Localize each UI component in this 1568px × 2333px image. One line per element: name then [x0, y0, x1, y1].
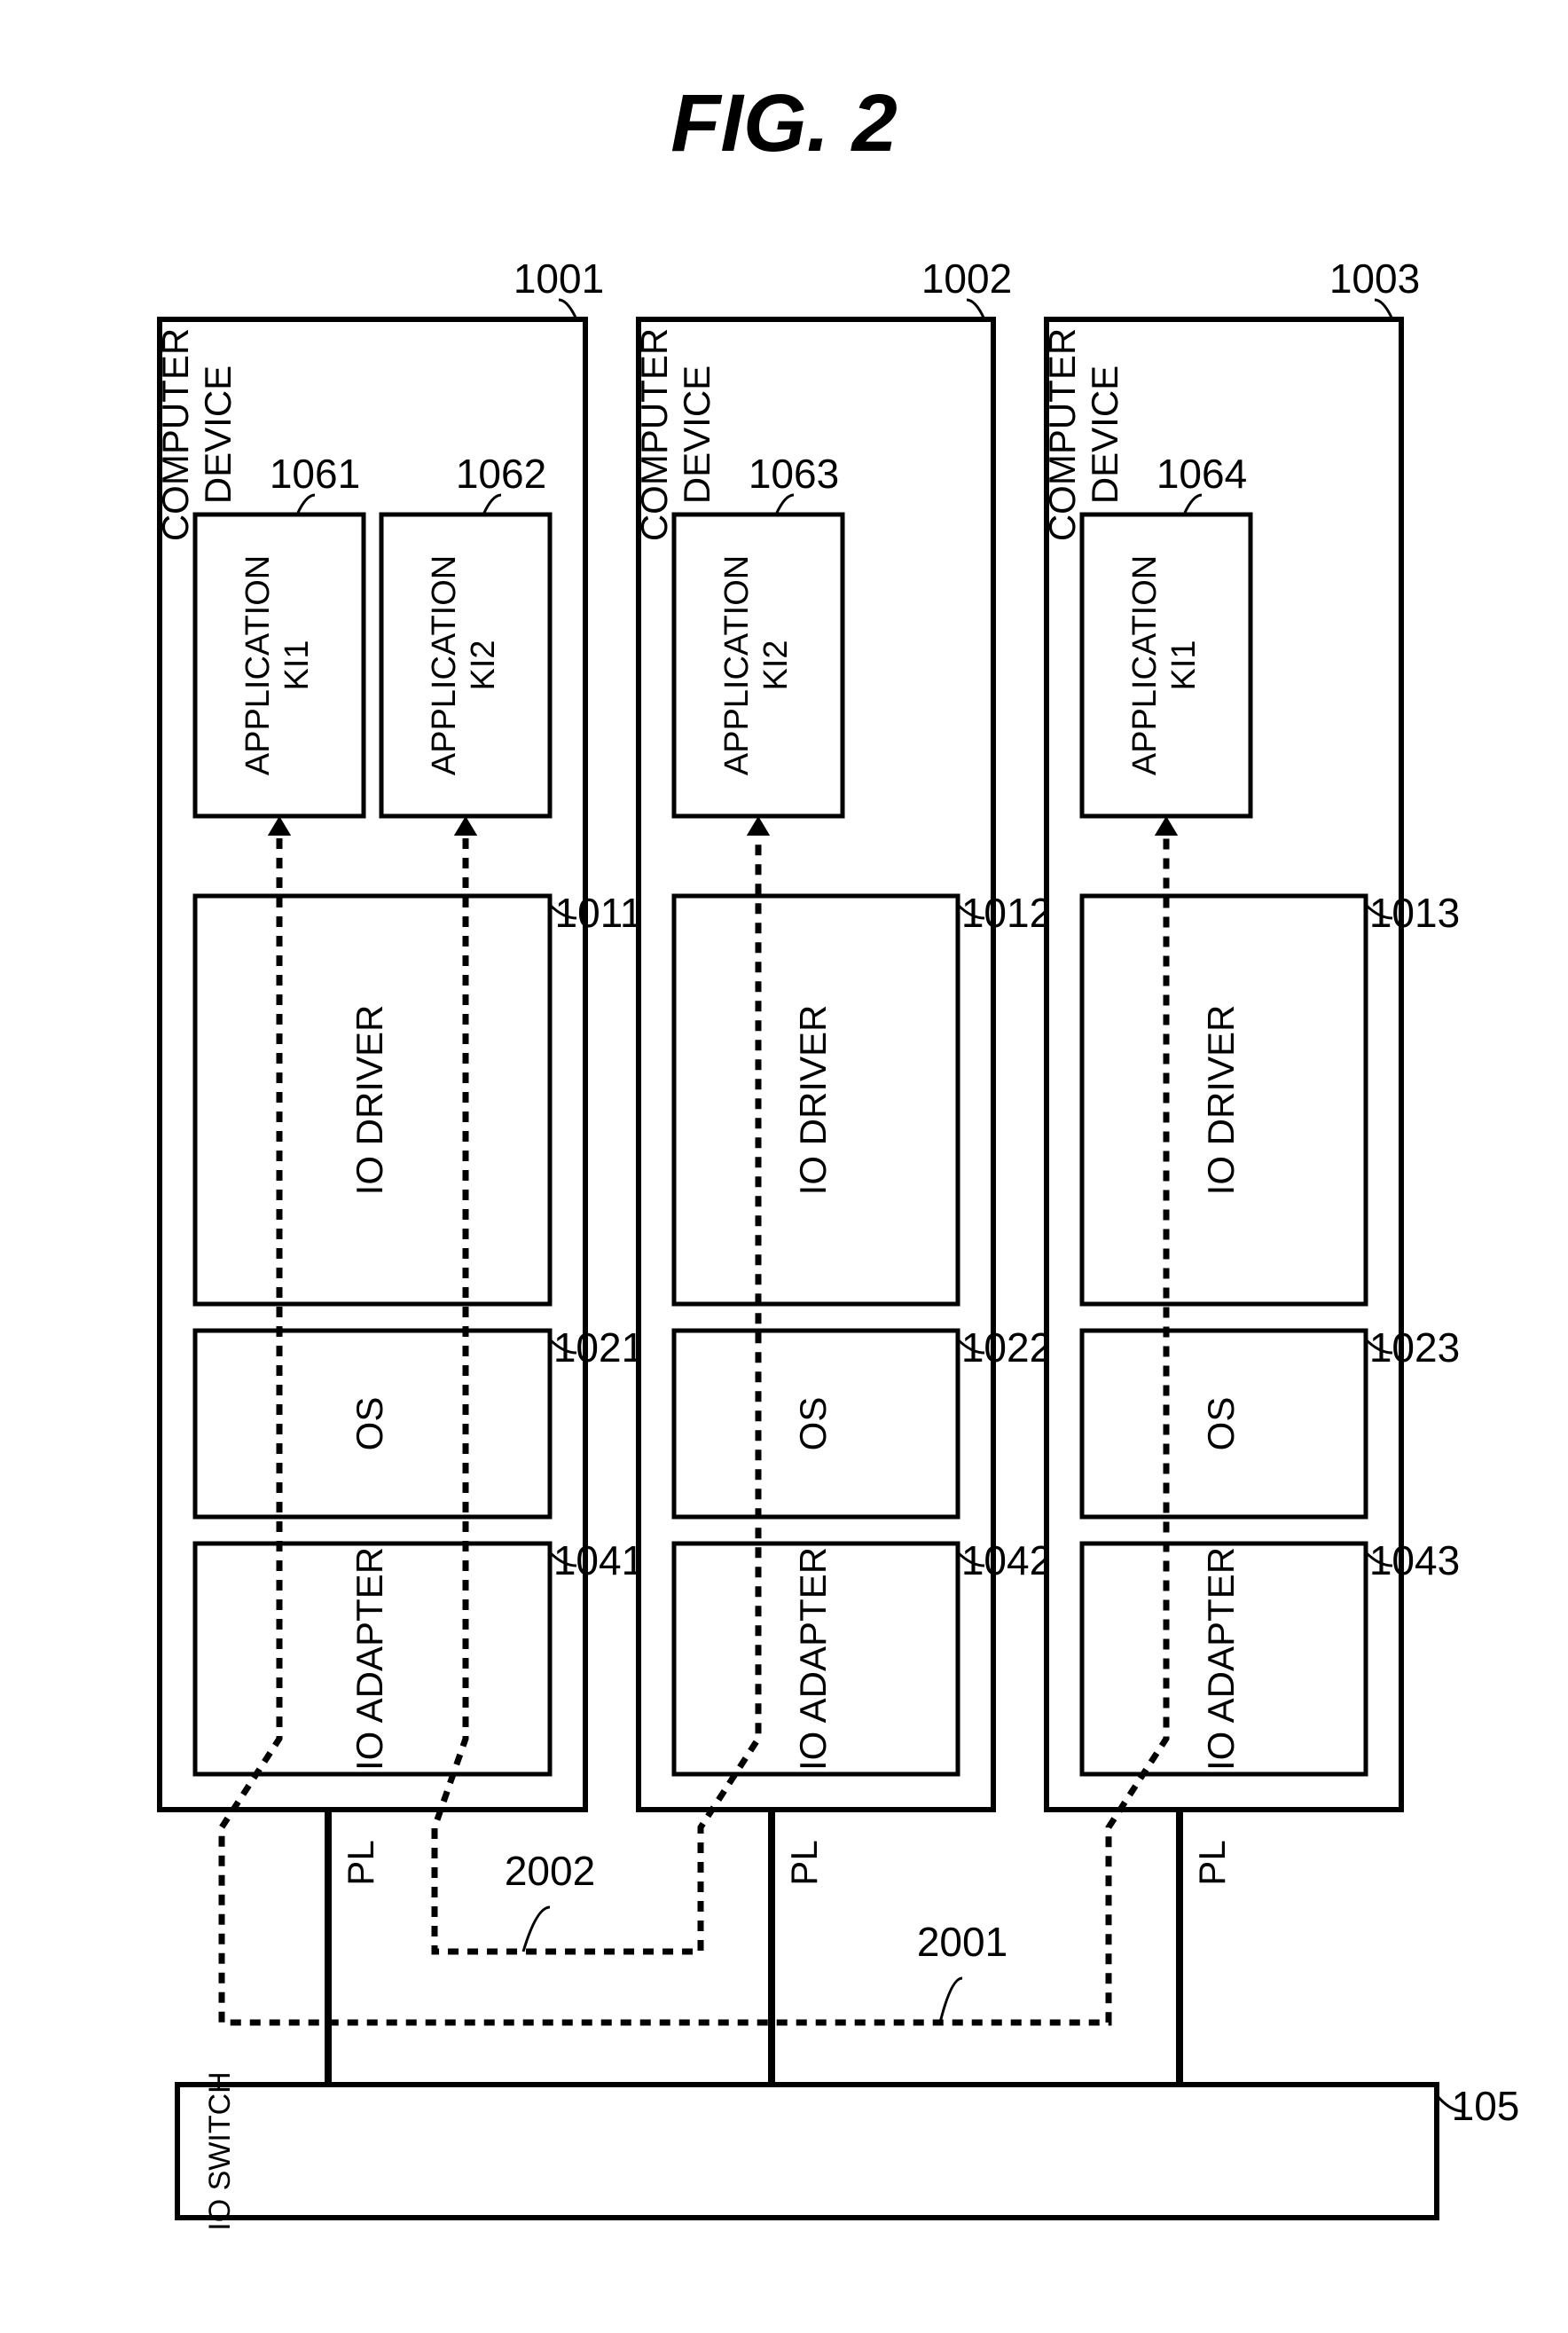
svg-text:PL: PL: [1191, 1840, 1233, 1885]
svg-text:IO DRIVER: IO DRIVER: [1200, 1005, 1242, 1196]
svg-text:OS: OS: [792, 1397, 834, 1451]
dev2-io-adapter-ref: 1042: [961, 1537, 1052, 1583]
app2-ref: 1062: [456, 451, 546, 497]
dev2-io-driver-label: IO DRIVER: [792, 1005, 834, 1196]
io-switch-label: IO SWITCH: [203, 2071, 237, 2230]
dev1-io-adapter-ref: 1041: [553, 1537, 644, 1583]
dev2-os-ref: 1022: [961, 1324, 1052, 1371]
path2001-ref: 2001: [917, 1919, 1007, 1965]
dev2-ref: 1002: [921, 255, 1012, 302]
svg-text:OS: OS: [349, 1397, 390, 1451]
svg-text:PL: PL: [340, 1840, 381, 1885]
dev1-pl-label: PL: [340, 1840, 381, 1885]
dev3-pl-label: PL: [1191, 1840, 1233, 1885]
figure-diagram: FIG. 2COMPUTERDEVICE1001APPLICATIONKI110…: [0, 0, 1568, 2333]
dev3-os-ref: 1023: [1369, 1324, 1460, 1371]
svg-text:IO ADAPTER: IO ADAPTER: [792, 1547, 834, 1771]
dev3-io-adapter-label: IO ADAPTER: [1200, 1547, 1242, 1771]
svg-text:IO DRIVER: IO DRIVER: [349, 1005, 390, 1196]
dev3-io-driver-ref: 1013: [1369, 890, 1460, 936]
path2001-ref-leader: [940, 1978, 962, 2023]
svg-text:IO SWITCH: IO SWITCH: [203, 2071, 237, 2230]
svg-text:OS: OS: [1200, 1397, 1242, 1451]
io-switch-box: [177, 2085, 1437, 2218]
svg-text:IO ADAPTER: IO ADAPTER: [1200, 1547, 1242, 1771]
dev1-io-driver-ref: 1011: [555, 890, 643, 936]
dev2-ref-leader: [967, 300, 984, 319]
dev2-io-driver-ref: 1012: [961, 890, 1052, 936]
dev2-pl-label: PL: [783, 1840, 825, 1885]
path2002-ref-leader: [523, 1907, 550, 1952]
path2002-ref: 2002: [505, 1848, 595, 1894]
svg-text:IO ADAPTER: IO ADAPTER: [349, 1547, 390, 1771]
app1-ref: 1061: [270, 451, 360, 497]
dev1-io-adapter-label: IO ADAPTER: [349, 1547, 390, 1771]
dev2-os-label: OS: [792, 1397, 834, 1451]
dev1-ref: 1001: [514, 255, 604, 302]
svg-text:PL: PL: [783, 1840, 825, 1885]
io-switch-ref: 105: [1452, 2083, 1520, 2129]
app3-ref: 1063: [749, 451, 839, 497]
dev3-io-adapter-ref: 1043: [1369, 1537, 1460, 1583]
dev2-io-adapter-label: IO ADAPTER: [792, 1547, 834, 1771]
dev3-os-label: OS: [1200, 1397, 1242, 1451]
dev3-ref: 1003: [1329, 255, 1420, 302]
dev1-io-driver-label: IO DRIVER: [349, 1005, 390, 1196]
dev1-os-label: OS: [349, 1397, 390, 1451]
dev3-ref-leader: [1375, 300, 1392, 319]
svg-text:IO DRIVER: IO DRIVER: [792, 1005, 834, 1196]
figure-title: FIG. 2: [670, 78, 898, 169]
dev1-ref-leader: [559, 300, 576, 319]
dev1-os-ref: 1021: [553, 1324, 644, 1371]
app4-ref: 1064: [1156, 451, 1247, 497]
dev3-io-driver-label: IO DRIVER: [1200, 1005, 1242, 1196]
